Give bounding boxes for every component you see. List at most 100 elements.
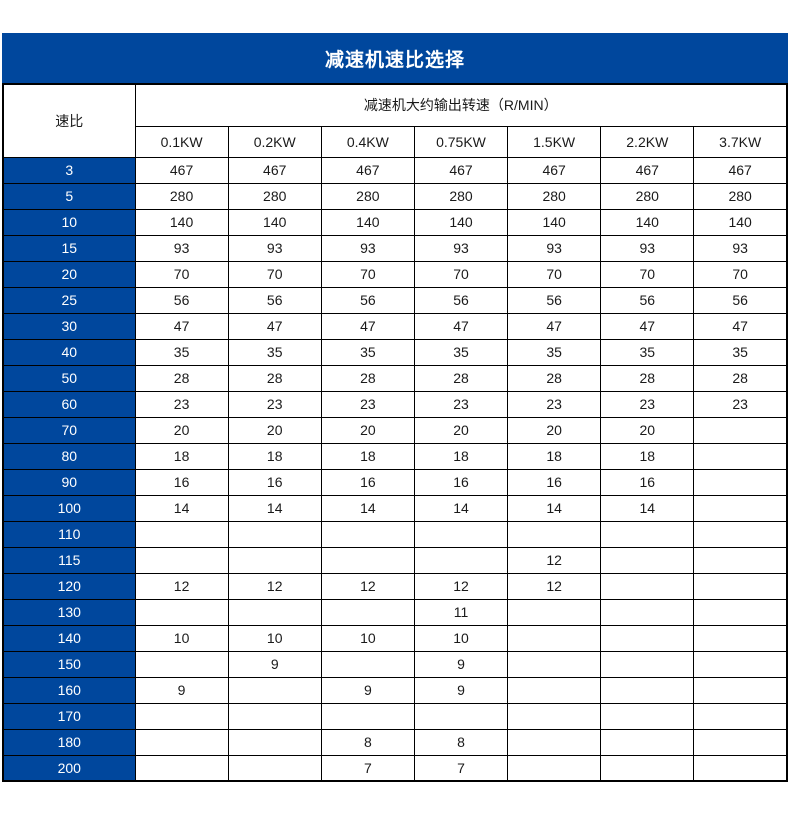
ratio-cell: 3 (2, 156, 136, 184)
value-cell: 8 (413, 728, 509, 756)
value-cell: 23 (507, 390, 602, 418)
value-cell: 56 (413, 286, 509, 314)
value-cell: 47 (507, 312, 602, 340)
ratio-cell: 140 (2, 624, 136, 652)
value-cell: 20 (227, 416, 322, 444)
value-cell (320, 520, 415, 548)
value-cell: 35 (320, 338, 415, 366)
value-cell: 280 (507, 182, 602, 210)
value-cell: 93 (320, 234, 415, 262)
table-row: 115 12 (2, 546, 788, 574)
ratio-cell: 170 (2, 702, 136, 730)
ratio-cell: 150 (2, 650, 136, 678)
value-cell: 56 (693, 286, 788, 314)
value-cell (693, 520, 788, 548)
ratio-cell: 115 (2, 546, 136, 574)
value-cell: 93 (413, 234, 509, 262)
value-cell: 35 (507, 338, 602, 366)
value-cell (600, 572, 695, 600)
value-cell (507, 650, 602, 678)
table-row: 120 12 12 12 12 12 (2, 572, 788, 600)
value-cell: 35 (693, 338, 788, 366)
value-cell: 18 (227, 442, 322, 470)
value-cell: 23 (413, 390, 509, 418)
value-cell: 467 (693, 156, 788, 184)
table-row: 160 9 9 9 (2, 676, 788, 704)
table-row: 140 10 10 10 10 (2, 624, 788, 652)
value-cell: 140 (134, 208, 229, 236)
value-cell: 467 (320, 156, 415, 184)
kw-column-header: 2.2KW (600, 125, 695, 158)
table-row: 10 140 140 140 140 140 140 140 (2, 208, 788, 236)
ratio-cell: 50 (2, 364, 136, 392)
value-cell (600, 650, 695, 678)
value-cell: 28 (507, 364, 602, 392)
value-cell: 35 (227, 338, 322, 366)
ratio-cell: 100 (2, 494, 136, 522)
value-cell (413, 546, 509, 574)
value-cell: 467 (413, 156, 509, 184)
value-cell: 140 (507, 208, 602, 236)
value-cell: 47 (320, 312, 415, 340)
value-cell (227, 676, 322, 704)
value-cell (693, 702, 788, 730)
value-cell: 9 (413, 676, 509, 704)
value-cell (600, 598, 695, 626)
value-cell (693, 624, 788, 652)
value-cell (507, 754, 602, 782)
value-cell (227, 754, 322, 782)
ratio-cell: 180 (2, 728, 136, 756)
value-cell (320, 598, 415, 626)
value-cell: 9 (320, 676, 415, 704)
value-cell (227, 702, 322, 730)
value-cell: 467 (227, 156, 322, 184)
value-cell (693, 416, 788, 444)
ratio-cell: 15 (2, 234, 136, 262)
value-cell: 9 (134, 676, 229, 704)
table-row: 50 28 28 28 28 28 28 28 (2, 364, 788, 392)
value-cell: 23 (320, 390, 415, 418)
table-row: 80 18 18 18 18 18 18 (2, 442, 788, 470)
value-cell: 280 (600, 182, 695, 210)
value-cell (693, 442, 788, 470)
value-cell: 9 (227, 650, 322, 678)
value-cell (600, 754, 695, 782)
value-cell: 70 (134, 260, 229, 288)
value-cell: 18 (413, 442, 509, 470)
value-cell: 10 (227, 624, 322, 652)
value-cell: 70 (413, 260, 509, 288)
value-cell: 10 (413, 624, 509, 652)
value-cell: 70 (693, 260, 788, 288)
value-cell (134, 702, 229, 730)
table-row: 90 16 16 16 16 16 16 (2, 468, 788, 496)
ratio-cell: 40 (2, 338, 136, 366)
value-cell: 12 (320, 572, 415, 600)
value-cell: 16 (413, 468, 509, 496)
value-cell (320, 546, 415, 574)
value-cell: 20 (134, 416, 229, 444)
value-cell: 56 (320, 286, 415, 314)
value-cell (413, 520, 509, 548)
value-cell: 467 (507, 156, 602, 184)
value-cell: 12 (134, 572, 229, 600)
ratio-cell: 160 (2, 676, 136, 704)
value-cell: 18 (320, 442, 415, 470)
value-cell: 14 (507, 494, 602, 522)
value-cell (600, 520, 695, 548)
value-cell (507, 624, 602, 652)
value-cell: 93 (600, 234, 695, 262)
value-cell (693, 572, 788, 600)
value-cell: 70 (227, 260, 322, 288)
table-row: 130 11 (2, 598, 788, 626)
value-cell: 467 (600, 156, 695, 184)
value-cell: 56 (507, 286, 602, 314)
value-cell: 93 (227, 234, 322, 262)
table-row: 30 47 47 47 47 47 47 47 (2, 312, 788, 340)
ratio-cell: 60 (2, 390, 136, 418)
value-cell: 70 (507, 260, 602, 288)
header-row-kw: 0.1KW 0.2KW 0.4KW 0.75KW 1.5KW 2.2KW 3.7… (3, 125, 788, 158)
value-cell: 12 (507, 572, 602, 600)
value-cell: 12 (413, 572, 509, 600)
value-cell: 140 (600, 208, 695, 236)
value-cell: 14 (227, 494, 322, 522)
